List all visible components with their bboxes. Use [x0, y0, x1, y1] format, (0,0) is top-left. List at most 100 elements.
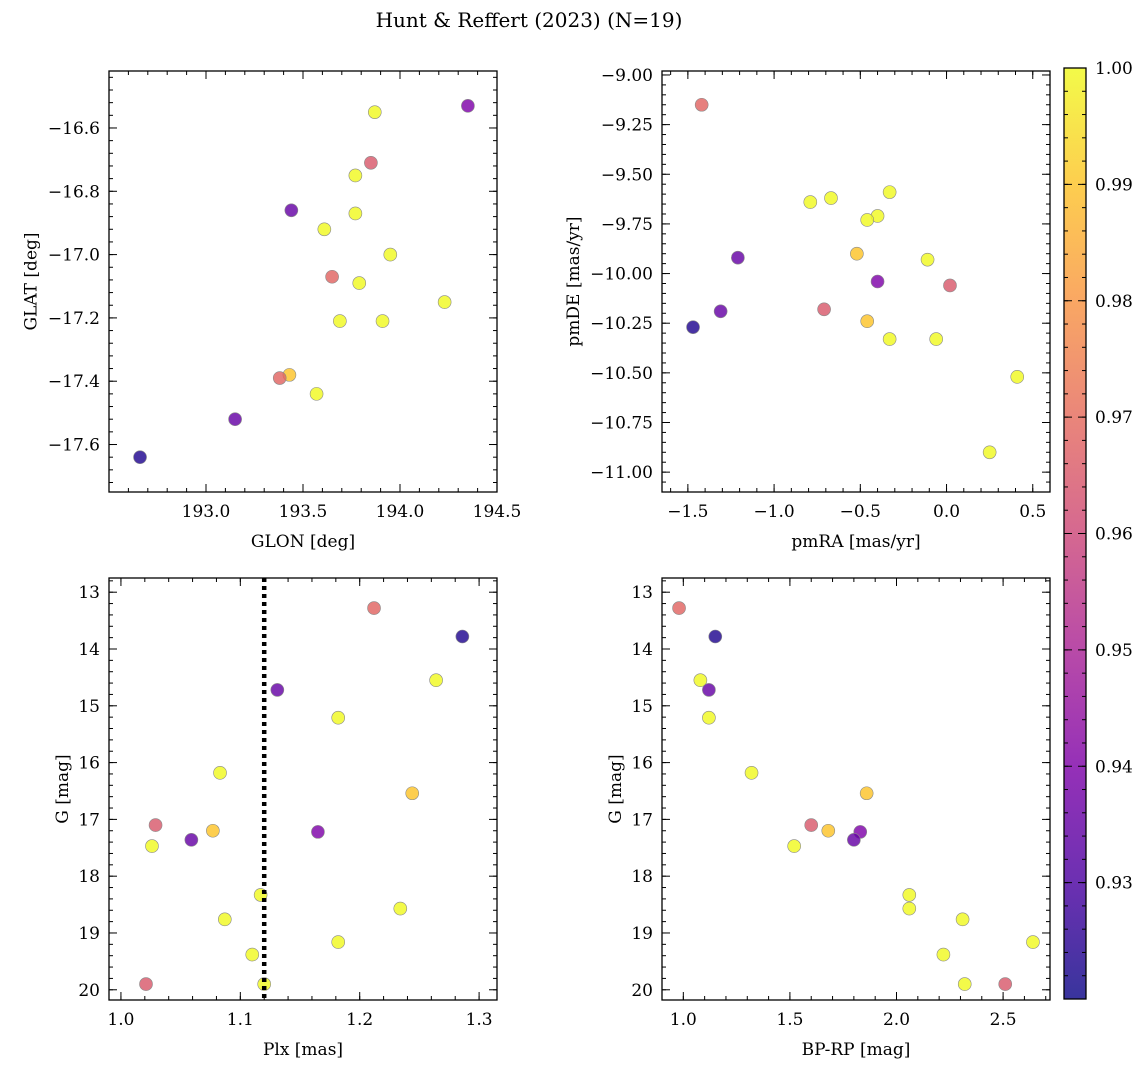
scatter-point [272, 371, 287, 385]
scatter-point [352, 276, 367, 290]
scatter-point [824, 191, 838, 205]
scatter-point [218, 912, 232, 927]
y-axis-label: pmDE [mas/yr] [564, 216, 584, 346]
x-tick-label: 1.2 [346, 1010, 373, 1030]
scatter-point [955, 912, 970, 927]
y-tick-label: −9.50 [601, 165, 653, 185]
scatter-point [455, 629, 470, 644]
scatter-point [850, 246, 864, 261]
x-axis-label: Plx [mas] [263, 1040, 343, 1060]
y-tick-label: −9.75 [601, 215, 653, 235]
x-tick-label: 1.3 [466, 1010, 493, 1030]
y-tick-label: 15 [631, 697, 653, 717]
scatter-point [331, 935, 346, 949]
y-tick-label: 20 [78, 981, 100, 1001]
y-axis-label: GLAT [deg] [22, 232, 42, 330]
scatter-point [383, 247, 398, 262]
y-tick-label: −16.8 [48, 182, 100, 202]
scatter-point [148, 818, 163, 832]
scatter-point [367, 105, 382, 119]
x-tick-label: 194.5 [473, 502, 522, 522]
scatter-point [133, 450, 147, 464]
y-tick-label: −10.50 [590, 364, 653, 384]
y-axis-label: G [mag] [53, 754, 73, 823]
x-axis-label: GLON [deg] [251, 532, 355, 552]
scatter-point [367, 601, 381, 615]
scatter-point [998, 977, 1013, 991]
scatter-point [375, 314, 390, 328]
y-tick-label: 18 [78, 867, 100, 887]
panel-3: 1.0 1.1 1.2 1.3 13 14 15 16 17 18 19 20 Plx [mas] G [… [53, 577, 498, 1060]
scatter-point [317, 222, 332, 237]
y-axis-label: G [mag] [606, 754, 626, 823]
scatter-point [311, 825, 325, 839]
colorbar-tick-label: 0.95 [1095, 641, 1133, 661]
scatter-point [982, 445, 997, 460]
scatter-point [184, 833, 199, 847]
y-tick-label: −11.00 [590, 463, 653, 483]
scatter-point [936, 947, 951, 962]
scatter-point [309, 387, 324, 401]
scatter-point [957, 977, 972, 991]
scatter-point [364, 155, 378, 170]
colorbar-tick-label: 0.93 [1095, 874, 1133, 894]
scatter-point [348, 206, 363, 221]
scatter-point [702, 683, 716, 697]
x-axis-label: pmRA [mas/yr] [791, 532, 920, 552]
y-tick-label: −10.25 [590, 314, 653, 334]
figure-title: Hunt & Reffert (2023) (N=19) [376, 8, 683, 32]
y-tick-label: −17.6 [48, 436, 100, 456]
y-tick-label: −17.4 [48, 372, 100, 392]
y-tick-label: 13 [78, 583, 100, 603]
y-tick-label: 16 [78, 754, 100, 774]
scatter-point [348, 168, 363, 183]
x-tick-label: 2.5 [990, 1010, 1017, 1030]
scatter-point [870, 274, 885, 289]
y-tick-label: 17 [631, 810, 653, 830]
colorbar-tick-label: 0.97 [1095, 408, 1133, 428]
x-tick-label: 1.0 [670, 1010, 697, 1030]
scatter-point [804, 818, 819, 832]
y-tick-label: 19 [631, 924, 653, 944]
scatter-point [437, 295, 452, 309]
axes-frame [661, 70, 1051, 493]
scatter-point [694, 97, 709, 112]
x-tick-label: 0.5 [1019, 502, 1046, 522]
axes-frame [661, 577, 1051, 1001]
y-tick-label: 13 [631, 583, 653, 603]
scatter-point [902, 901, 917, 916]
scatter-point [1010, 370, 1025, 384]
x-tick-label: 193.0 [182, 502, 231, 522]
scatter-point [331, 710, 346, 725]
y-tick-label: −17.0 [48, 246, 100, 266]
scatter-point [860, 314, 875, 329]
x-tick-label: 193.5 [279, 502, 328, 522]
scatter-point [228, 412, 242, 426]
scatter-point [744, 766, 759, 780]
x-tick-label: −0.5 [840, 502, 881, 522]
scatter-point [686, 320, 700, 334]
y-tick-label: −10.00 [590, 265, 653, 285]
colorbar-tick-label: 0.98 [1095, 292, 1133, 312]
scatter-point [270, 683, 285, 697]
panel-1: 193.0 193.5 194.0 194.5 −17.6 −17.4 −17.2 −17.0… [22, 70, 522, 552]
scatter-point [943, 278, 957, 293]
scatter-point [713, 304, 728, 319]
scatter-point [245, 947, 260, 962]
scatter-point [429, 673, 443, 688]
x-tick-label: 1.0 [107, 1010, 134, 1030]
y-tick-label: 15 [78, 697, 100, 717]
scatter-point [284, 203, 299, 218]
axes-frame [108, 577, 498, 1001]
x-tick-label: 2.0 [883, 1010, 910, 1030]
scatter-point [821, 823, 836, 838]
colorbar-tick-label: 0.94 [1095, 757, 1133, 777]
colorbar-tick-label: 1.00 [1095, 59, 1133, 79]
scatter-point [333, 314, 347, 328]
scatter-point [1026, 935, 1040, 949]
colorbar: 0.93 0.94 0.95 0.96 0.97 0.98 0.99 1.00 [1063, 59, 1133, 1000]
colorbar-tick-label: 0.96 [1095, 525, 1133, 545]
scatter-point [708, 629, 723, 644]
y-tick-label: −17.2 [48, 309, 100, 329]
scatter-point [731, 250, 745, 265]
